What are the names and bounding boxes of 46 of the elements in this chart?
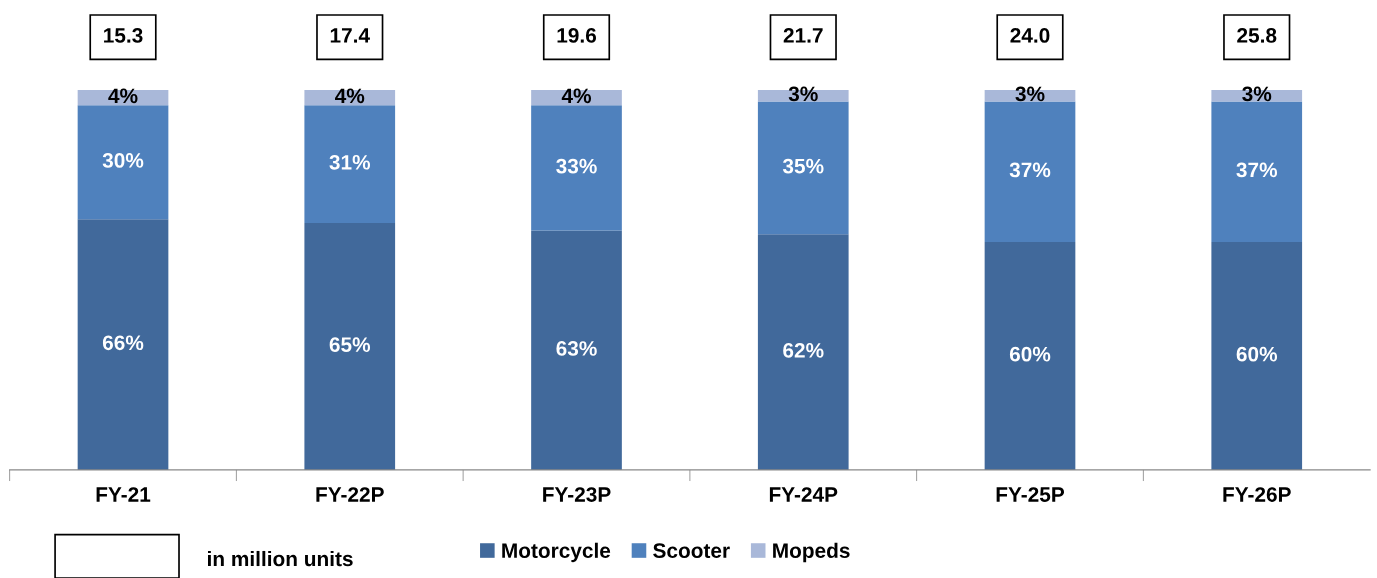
data-label: 65% (329, 337, 371, 353)
bar (757, 101, 849, 235)
bar (984, 101, 1076, 242)
annotation: 24.0 (1010, 28, 1050, 43)
data-label: 60% (1009, 346, 1051, 362)
data-label: 3% (788, 86, 818, 102)
data-label: 33% (556, 158, 597, 174)
bar (984, 241, 1076, 470)
bar (304, 222, 396, 470)
data-label: 66% (102, 335, 144, 351)
annotation: 21.7 (783, 28, 823, 43)
x-tick-label: FY-25P (996, 487, 1065, 502)
data-label: 37% (1009, 162, 1051, 178)
data-label: 3% (1242, 86, 1272, 102)
annotation: 25.8 (1237, 28, 1277, 43)
legend-label: Scooter (653, 543, 730, 559)
bar (1211, 101, 1303, 242)
data-label: 37% (1236, 162, 1278, 178)
bar (531, 230, 622, 470)
bar (1211, 241, 1303, 470)
data-label: 63% (556, 341, 597, 356)
data-label: 30% (102, 153, 144, 168)
data-label: 60% (1236, 346, 1278, 362)
bar (304, 105, 396, 223)
bar (757, 234, 849, 470)
data-label: 31% (329, 154, 371, 170)
legend-label: Mopeds (773, 542, 850, 563)
legend-label: Motorcycle (502, 542, 611, 563)
data-label: 4% (335, 88, 365, 104)
annotation: 19.6 (557, 28, 597, 43)
bar (531, 105, 622, 231)
x-tick-label: FY-22P (316, 487, 384, 502)
text: in million units (208, 550, 353, 567)
data-label: 4% (108, 88, 138, 104)
x-tick-label: FY-24P (769, 487, 838, 502)
x-tick-label: FY-23P (543, 487, 611, 502)
data-label: 3% (1015, 86, 1045, 102)
x-tick-label: FY-21 (96, 487, 151, 502)
x-tick-label: FY-26P (1223, 487, 1291, 502)
bar (77, 105, 169, 220)
data-label: 62% (783, 342, 824, 358)
data-label: 35% (782, 158, 824, 174)
bar (77, 219, 169, 470)
annotation: 17.4 (330, 28, 370, 43)
data-label: 4% (561, 88, 592, 104)
annotation: 15.3 (104, 28, 143, 43)
